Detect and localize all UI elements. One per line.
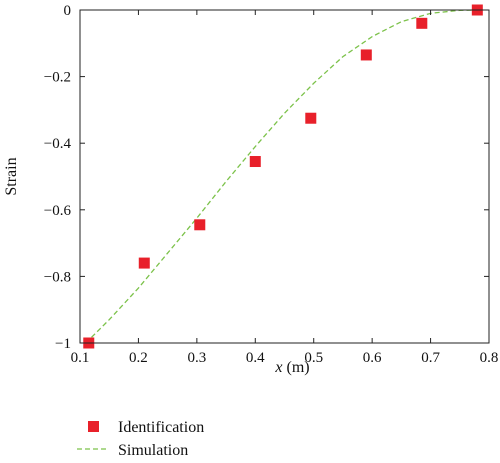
axes: 0.1 0.2 0.3 0.4 0.5 0.6 0.7 0.8 −1 −0.8 −0.6 −0.4 −0…: [3, 3, 498, 376]
x-tick-label: 0.4: [246, 350, 265, 366]
identification-point: [138, 257, 150, 269]
x-axis-label-variable: x: [274, 359, 282, 376]
identification-point: [416, 17, 428, 29]
identification-point: [360, 49, 372, 61]
y-tick-label: −1: [55, 336, 71, 352]
legend: Identification Simulation: [77, 419, 204, 459]
x-tick-label: 0.1: [71, 350, 90, 366]
x-tick-label: 0.5: [304, 350, 323, 366]
y-tick-label: 0: [64, 3, 72, 19]
legend-label-simulation: Simulation: [118, 442, 188, 459]
x-tick-label: 0.7: [421, 350, 440, 366]
identification-point: [249, 156, 261, 168]
x-tick-label: 0.6: [363, 350, 382, 366]
simulation-line: [85, 9, 478, 344]
y-tick-label: −0.6: [44, 203, 72, 219]
y-tick-label: −0.4: [44, 136, 72, 152]
plot-frame: [79, 9, 490, 344]
x-tick-label: 0.2: [129, 350, 148, 366]
y-tick-label: −0.2: [44, 70, 71, 86]
legend-marker-identification: [88, 421, 99, 432]
legend-label-identification: Identification: [118, 419, 204, 436]
y-tick-label: −0.8: [44, 269, 71, 285]
identification-point: [194, 219, 206, 231]
x-axis-label-unit: (m): [283, 359, 310, 376]
x-axis-label: x (m): [274, 359, 309, 376]
y-axis-label: Strain: [3, 157, 20, 195]
x-tick-label: 0.8: [480, 350, 499, 366]
identification-point: [305, 112, 317, 124]
plot-area: [83, 4, 483, 349]
x-tick-label: 0.3: [187, 350, 206, 366]
